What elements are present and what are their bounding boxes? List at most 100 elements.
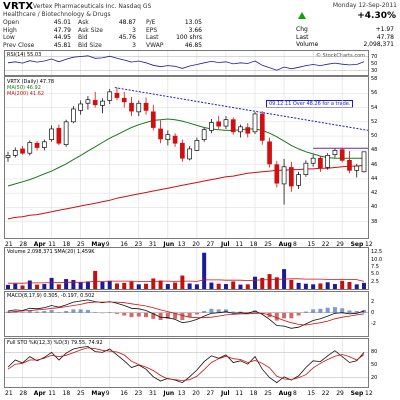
x-tick-label-bottom: 12 (365, 390, 373, 397)
volume-bar (13, 283, 18, 289)
macd-histogram-bar (35, 311, 40, 313)
macd-histogram-bar (340, 308, 345, 313)
stochastic-title: Full STO %K(12,3) %D(3) 79.55, 74.92 (7, 340, 103, 346)
macd-histogram-bar (64, 311, 69, 313)
x-tick-label-bottom: 22 (321, 390, 330, 397)
price-tick-label: 42 (371, 190, 378, 197)
x-tick-label-bottom: 31 (149, 390, 157, 397)
macd-histogram-bar (282, 312, 287, 319)
candle-body (49, 128, 54, 141)
x-tick-label-bottom: Sep (350, 390, 364, 397)
candle-body (332, 150, 338, 155)
candle-body (71, 108, 76, 123)
macd-histogram-bar (71, 309, 76, 313)
quote-value: 46.85 (184, 41, 202, 49)
x-tick-label: 18 (62, 241, 71, 248)
candle-body (187, 148, 192, 160)
volume-bar (231, 281, 236, 289)
candle-body (209, 122, 214, 131)
candle-body (172, 135, 178, 144)
x-tick-label-bottom: 9 (105, 390, 110, 397)
sto-k-line (7, 346, 365, 384)
sto-tick-label: 50 (371, 362, 378, 368)
candle-body (27, 142, 33, 154)
quote-date: Monday 12-Sep-2011 (332, 2, 397, 9)
candle-body (347, 160, 352, 171)
price-tick-label: 58 (371, 76, 378, 82)
volume-bar (107, 280, 112, 289)
x-tick-label-bottom: Jul (221, 390, 230, 397)
macd-histogram-bar (274, 312, 279, 321)
macd-histogram-bar (114, 312, 119, 314)
volume-bar (202, 252, 207, 289)
macd-histogram-bar (173, 312, 178, 319)
macd-histogram-bar (289, 312, 294, 319)
candle-body (78, 103, 84, 111)
volume-bar (340, 280, 345, 289)
x-tick-label-bottom: Jun (163, 390, 175, 397)
x-tick-label: 31 (149, 241, 157, 248)
quote-row: Ask 48.87 P/E 13.05 (78, 19, 218, 27)
x-tick-label-bottom: 8 (293, 390, 297, 397)
macd-histogram-bar (93, 312, 98, 313)
volume-bar (194, 284, 199, 289)
x-tick-label: Sep (350, 241, 364, 248)
volume-bar (238, 284, 243, 289)
candle-body (354, 165, 360, 171)
x-tick-label: 25 (264, 241, 272, 248)
price-title: VRTX (Daily) 47.78 (7, 79, 55, 85)
quote-key: P/E (146, 19, 156, 26)
quote-value: 45.76 (118, 34, 136, 41)
macd-histogram-bar (122, 312, 127, 316)
quote-key: Last (146, 34, 159, 41)
x-tick-label: 25 (77, 241, 85, 248)
volume-bar (209, 282, 214, 289)
candle-body (245, 127, 251, 134)
volume-bar (347, 281, 352, 289)
macd-histogram-bar (180, 312, 185, 320)
candle-body (310, 157, 316, 164)
macd-title: MACD(8,17,9) 0.305, -0.197, 0.502 (7, 293, 95, 299)
sto-tick-label: 80 (371, 349, 378, 356)
volume-bar (296, 282, 301, 289)
quote-key: Bid (78, 34, 88, 41)
macd-histogram-bar (42, 311, 47, 313)
volume-tick-label: 2.5 (371, 278, 379, 285)
x-tick-label-bottom: 11 (235, 390, 244, 397)
x-tick-label: 20 (192, 241, 200, 248)
volume-bar (289, 279, 294, 289)
volume-bar (253, 276, 258, 289)
candle-body (252, 113, 258, 133)
volume-bar (114, 283, 119, 289)
volume-bar (318, 283, 323, 289)
rsi-tick-label: 30 (371, 67, 378, 74)
quote-key: Low (3, 34, 15, 41)
volume-bar (303, 283, 308, 289)
price-tick-label: 40 (371, 204, 378, 211)
volume-bar (122, 282, 127, 289)
volume-bar (56, 284, 61, 289)
candle-body (288, 167, 294, 187)
rsi-tick-label: 70 (371, 53, 378, 60)
x-tick-label: 11 (48, 241, 56, 248)
ma200-line (7, 164, 365, 220)
volume-bar (216, 283, 221, 289)
volume-bar (173, 282, 178, 289)
up-arrow-icon (298, 12, 306, 19)
quote-value: 100 shrs (176, 34, 202, 41)
macd-histogram-bar (253, 310, 258, 313)
macd-line (7, 299, 365, 329)
macd-histogram-bar (194, 312, 199, 315)
x-tick-label: Apr (33, 241, 46, 248)
quote-key: Ask (78, 19, 89, 26)
candle-body (201, 129, 207, 141)
candle-body (20, 148, 25, 154)
volume-bar (64, 279, 69, 289)
quote-value: 45.01 (53, 19, 71, 26)
candle-body (12, 150, 18, 156)
quote-value: 3 (132, 41, 136, 49)
candle-body (121, 97, 127, 103)
volume-bar (325, 282, 330, 289)
x-tick-label-bottom: 13 (177, 390, 186, 397)
